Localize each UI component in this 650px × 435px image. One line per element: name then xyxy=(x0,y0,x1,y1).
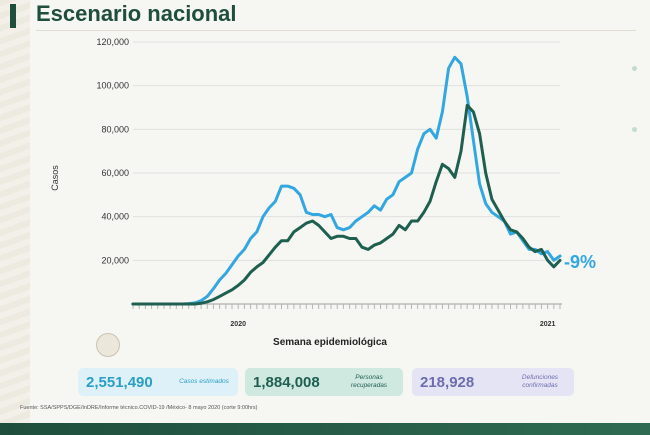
confirmed-cases-line xyxy=(131,103,562,306)
chart-axes: 20,000 40,000 60,000 80,000 100,000 120,000 20… xyxy=(96,37,562,328)
y-tick-label: 120,000 xyxy=(96,37,129,47)
year-label: 2021 xyxy=(540,321,556,328)
y-tick-label: 100,000 xyxy=(96,81,129,91)
recovered-box: 1,884,008 Personas recuperadas xyxy=(245,368,403,396)
x-axis-label: Semana epidemiológica xyxy=(273,337,387,348)
y-tick-label: 80,000 xyxy=(101,124,129,134)
y-tick-label: 20,000 xyxy=(101,255,129,265)
estimated-cases-line xyxy=(131,55,562,306)
chart-series xyxy=(131,55,562,306)
trend-label: -9% xyxy=(564,252,596,272)
estimated-cases-label: Casos estimados xyxy=(179,378,229,385)
decorative-dot-icon xyxy=(632,127,637,132)
year-label: 2020 xyxy=(230,321,246,328)
cases-line-chart: 20,000 40,000 60,000 80,000 100,000 120,000 20… xyxy=(50,37,596,348)
stats-summary: 2,551,490 Casos estimados 1,884,008 Pers… xyxy=(78,368,574,396)
title-accent-bar xyxy=(10,4,16,28)
y-tick-label: 60,000 xyxy=(101,168,129,178)
page-title: Escenario nacional xyxy=(36,1,237,26)
decorative-dot-icon xyxy=(632,66,637,71)
chart-grid xyxy=(133,41,560,261)
footer-band xyxy=(0,423,650,435)
recovered-value: 1,884,008 xyxy=(253,373,320,391)
government-seal-icon xyxy=(96,333,120,357)
deaths-value: 218,928 xyxy=(420,373,475,391)
estimated-cases-box: 2,551,490 Casos estimados xyxy=(78,368,238,396)
deaths-box: 218,928 Defunciones confirmadas xyxy=(412,368,574,396)
y-tick-label: 40,000 xyxy=(101,212,129,222)
y-axis-label: Casos xyxy=(50,165,60,191)
estimated-cases-value: 2,551,490 xyxy=(86,373,153,391)
source-note: Fuente: SSA/SPPS/DGE/InDRE/Informe técni… xyxy=(20,405,258,411)
deaths-label: Defunciones confirmadas xyxy=(521,374,559,389)
background-ornament xyxy=(0,0,30,435)
title-divider xyxy=(36,30,636,31)
recovered-label: Personas recuperadas xyxy=(350,374,388,389)
